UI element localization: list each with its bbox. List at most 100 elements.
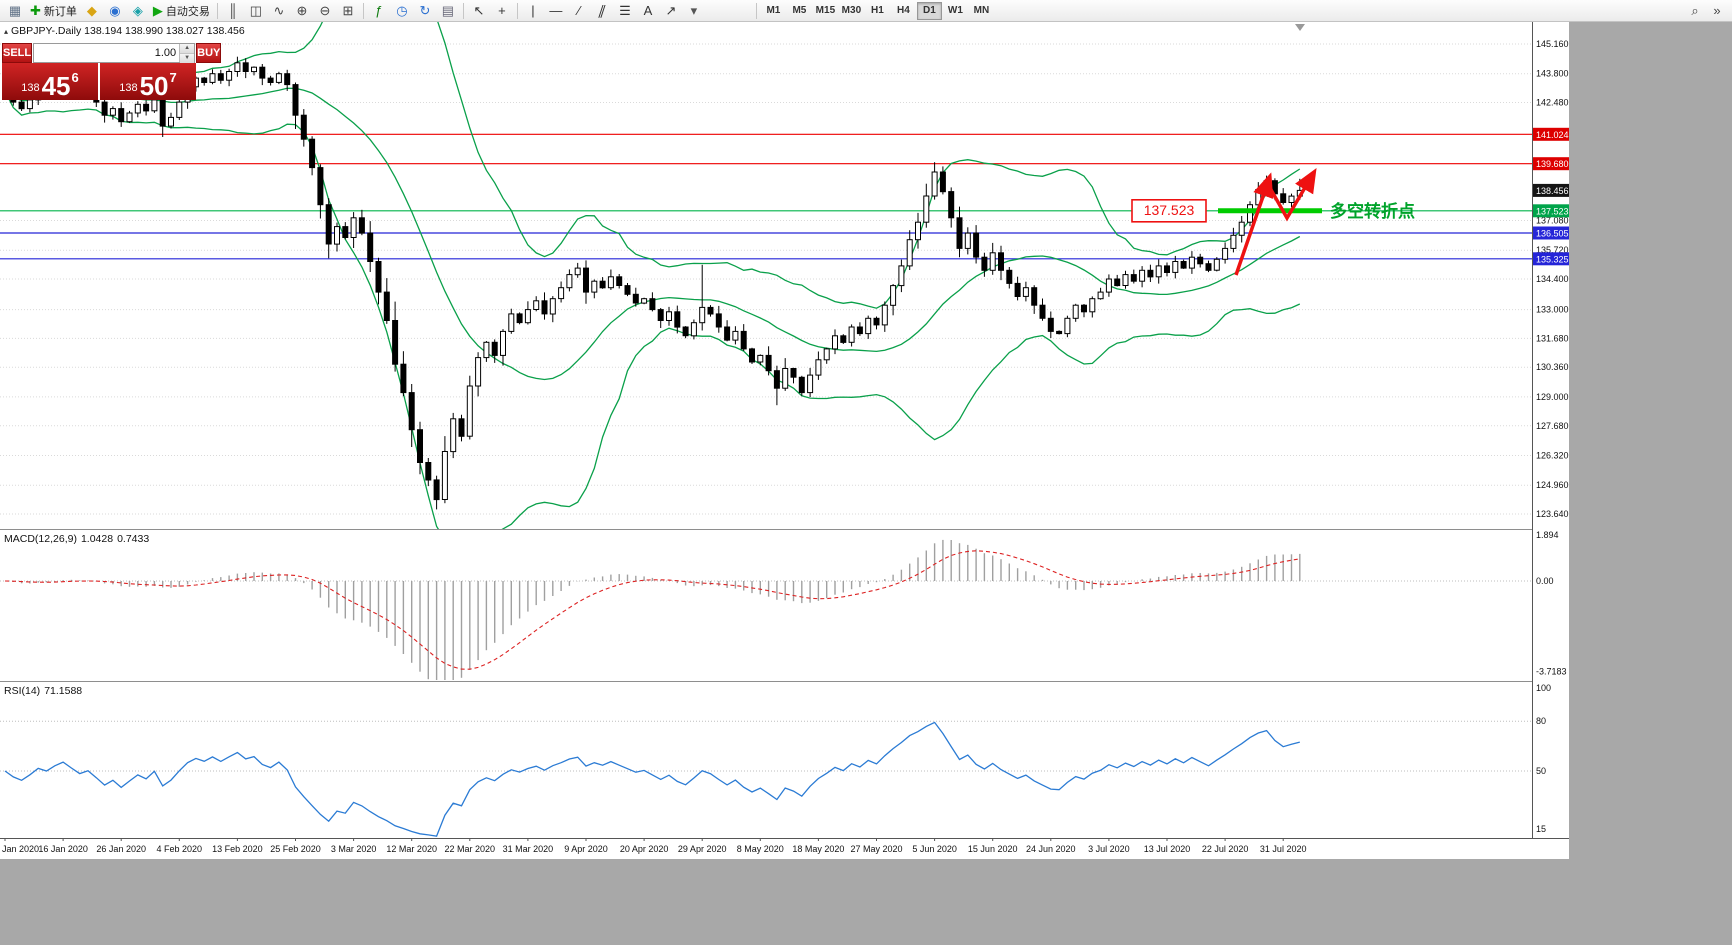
candlestick-chart-icon[interactable]: ◫ <box>245 1 267 21</box>
timeframe-m5-button[interactable]: M5 <box>792 5 807 16</box>
svg-text:8 May 2020: 8 May 2020 <box>737 844 784 854</box>
zoom-out-icon[interactable]: ⊖ <box>314 1 336 21</box>
annotations-layer[interactable]: 137.523 多空转折点 <box>1131 167 1415 276</box>
buy-button[interactable]: BUY <box>196 43 222 63</box>
dropdown-arrow-icon[interactable]: ▾ <box>683 1 705 21</box>
templates-icon[interactable]: ▤ <box>437 1 459 21</box>
volume-spinner: ▲ ▼ <box>179 44 195 63</box>
svg-text:124.960: 124.960 <box>1536 480 1569 490</box>
sell-price-sup: 6 <box>71 70 79 85</box>
market-watch-icon[interactable]: ◉ <box>104 1 126 21</box>
annotation-level-box[interactable] <box>1131 199 1207 223</box>
toolbar-overflow-icon[interactable]: » <box>1706 1 1728 21</box>
volume-down-button[interactable]: ▼ <box>180 54 195 63</box>
svg-text:3 Mar 2020: 3 Mar 2020 <box>331 844 377 854</box>
bar-chart-icon[interactable]: ║ <box>222 1 244 21</box>
toolbar-separator <box>516 2 518 19</box>
time-axis[interactable]: Jan 2020 16 Jan 2020 26 Jan 2020 4 Feb 2020… <box>0 838 1569 854</box>
sell-button[interactable]: SELL <box>2 43 33 63</box>
refresh-icon: ↻ <box>419 3 431 18</box>
svg-text:3 Jul 2020: 3 Jul 2020 <box>1088 844 1130 854</box>
svg-text:13 Jul 2020: 13 Jul 2020 <box>1144 844 1191 854</box>
svg-text:13 Feb 2020: 13 Feb 2020 <box>212 844 263 854</box>
line-chart-icon[interactable]: ∿ <box>268 1 290 21</box>
indicators-icon[interactable]: ƒ <box>368 1 390 21</box>
tile-windows-icon: ⊞ <box>342 3 354 18</box>
refresh-icon[interactable]: ↻ <box>414 1 436 21</box>
annotation-trend-arrow-up[interactable] <box>1234 172 1274 276</box>
fibonacci-icon[interactable]: ☰ <box>614 1 636 21</box>
volume-input[interactable] <box>34 44 180 62</box>
search-icon[interactable]: ⌕ <box>1684 1 1706 21</box>
text-icon[interactable]: A <box>637 1 659 21</box>
market-watch-icon: ◉ <box>109 3 121 18</box>
navigator-icon[interactable]: ◈ <box>127 1 149 21</box>
pane-separators[interactable] <box>0 529 1569 682</box>
price-tag-136.505 <box>1533 226 1569 240</box>
chart-shift-marker[interactable] <box>1295 24 1305 31</box>
timeframe-m30-button[interactable]: M30 <box>841 5 862 16</box>
crosshair-icon[interactable]: + <box>491 1 513 21</box>
annotation-turning-point-text: 多空转折点 <box>1330 201 1415 221</box>
timeframe-h4-button[interactable]: H4 <box>897 5 910 16</box>
svg-text:135.325: 135.325 <box>1536 254 1569 264</box>
svg-text:20 Apr 2020: 20 Apr 2020 <box>620 844 669 854</box>
navigator-icon: ◈ <box>132 3 143 18</box>
buy-price-panel[interactable]: 138 50 7 <box>100 63 196 100</box>
toolbar-separator <box>462 2 464 19</box>
price-tag-141.024 <box>1533 127 1569 141</box>
zoom-in-icon[interactable]: ⊕ <box>291 1 313 21</box>
horizontal-level-lines[interactable] <box>0 133 1532 260</box>
symbol-icon: ▴ <box>4 27 9 36</box>
timeframe-mn-button[interactable]: MN <box>973 5 990 16</box>
buy-price-big: 50 <box>139 70 169 101</box>
svg-text:16 Jan 2020: 16 Jan 2020 <box>38 844 88 854</box>
chart-window-icon[interactable]: ▦ <box>4 1 26 21</box>
period-icon[interactable]: ◷ <box>391 1 413 21</box>
equidistant-channel-icon[interactable]: ∥ <box>591 1 613 21</box>
svg-text:142.480: 142.480 <box>1536 98 1569 108</box>
macd-label: MACD(12,26,9) 1.0428 0.7433 <box>4 533 149 545</box>
toolbar-right-group: ⌕» <box>1684 1 1728 21</box>
arrows-icon[interactable]: ↗ <box>660 1 682 21</box>
horizontal-line-icon[interactable]: — <box>545 1 567 21</box>
volume-up-button[interactable]: ▲ <box>180 44 195 54</box>
annotation-level-box-text: 137.523 <box>1144 202 1195 218</box>
toolbar-separator <box>362 2 364 19</box>
price-axis[interactable]: 145.160 143.800 142.480 137.080 135.720 134.4… <box>1532 22 1570 859</box>
volume-control: ▲ ▼ <box>33 43 196 63</box>
annotation-zigzag-arrow[interactable] <box>1268 167 1317 222</box>
main-toolbar: ▦ ✚ 新订单 ◆ ◉ ◈ ▶ 自动交易 ║ ◫ ∿ ⊕ ⊖ ⊞ ƒ ◷ ↻ ▤ ↖ + | — ∕ ∥ ☰ A ↗ ▾ M1 M5 M15… <box>0 0 1732 22</box>
tile-windows-icon[interactable]: ⊞ <box>337 1 359 21</box>
chart-window[interactable]: 137.523 多空转折点 145.160 143.800 142.480 137.080… <box>0 22 1569 859</box>
symbol-ohlc-label: ▴ GBPJPY-.Daily 138.194 138.990 138.027 1… <box>4 25 245 37</box>
chart-canvas[interactable]: 137.523 多空转折点 145.160 143.800 142.480 137.080… <box>0 22 1569 859</box>
rsi-line <box>4 721 1300 837</box>
toolbar-separator <box>216 2 218 19</box>
cursor-icon[interactable]: ↖ <box>468 1 490 21</box>
sell-price-prefix: 138 <box>21 82 40 94</box>
timeframe-d1-button[interactable]: D1 <box>916 1 942 20</box>
indicators-icon: ƒ <box>375 3 383 18</box>
svg-text:123.640: 123.640 <box>1536 509 1569 519</box>
macd-histogram <box>12 539 1301 680</box>
price-tag-137.523 <box>1533 204 1569 218</box>
metaeditor-icon[interactable]: ◆ <box>81 1 103 21</box>
arrows-icon: ↗ <box>665 3 677 18</box>
new-order-button[interactable]: ✚ 新订单 <box>27 1 80 21</box>
svg-text:138.456: 138.456 <box>1536 186 1569 196</box>
rsi-name: RSI(14) <box>4 685 41 697</box>
timeframe-h1-button[interactable]: H1 <box>871 5 884 16</box>
vertical-line-icon[interactable]: | <box>522 1 544 21</box>
svg-text:129.000: 129.000 <box>1536 392 1569 402</box>
timeframe-m1-button[interactable]: M1 <box>766 5 781 16</box>
svg-text:27 May 2020: 27 May 2020 <box>850 844 902 854</box>
sell-price-panel[interactable]: 138 45 6 <box>2 63 98 100</box>
dropdown-arrow-icon: ▾ <box>690 3 698 18</box>
trendline-icon[interactable]: ∕ <box>568 1 590 21</box>
svg-text:24 Jun 2020: 24 Jun 2020 <box>1026 844 1076 854</box>
timeframe-m15-button[interactable]: M15 <box>815 5 836 16</box>
timeframe-w1-button[interactable]: W1 <box>947 5 963 16</box>
autotrading-button[interactable]: ▶ 自动交易 <box>150 1 213 21</box>
svg-text:-3.7183: -3.7183 <box>1536 667 1567 677</box>
